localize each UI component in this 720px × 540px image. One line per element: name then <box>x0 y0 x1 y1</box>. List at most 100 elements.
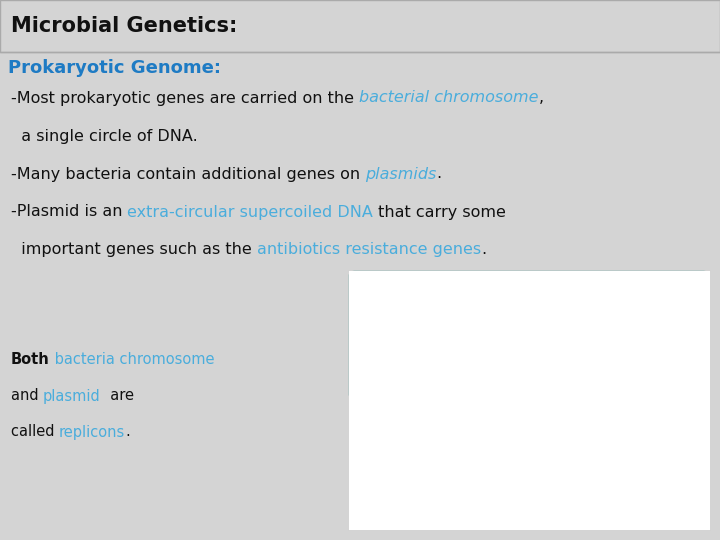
Point <box>426 407 437 415</box>
Point <box>461 509 472 518</box>
Point <box>623 497 634 505</box>
Point <box>581 485 593 494</box>
Point <box>571 507 582 516</box>
Point <box>588 484 599 493</box>
Point <box>582 464 594 472</box>
Point <box>455 450 467 458</box>
Point <box>637 480 649 489</box>
Point <box>397 422 409 430</box>
Point <box>519 490 531 499</box>
Point <box>480 458 491 467</box>
Point <box>535 458 546 467</box>
Point <box>622 443 634 451</box>
Point <box>513 402 524 411</box>
Point <box>455 406 467 414</box>
Point <box>543 504 554 512</box>
Point <box>539 477 551 485</box>
Point <box>588 516 600 525</box>
Point <box>384 434 396 442</box>
Point <box>594 434 606 443</box>
Text: bacterial chromosome: bacterial chromosome <box>359 91 539 105</box>
Point <box>485 430 497 439</box>
Point <box>471 516 482 524</box>
Point <box>567 475 579 484</box>
Text: a single circle of DNA.: a single circle of DNA. <box>11 129 197 144</box>
Point <box>570 489 581 497</box>
Point <box>572 446 584 454</box>
Point <box>544 426 556 434</box>
Point <box>380 459 392 468</box>
Point <box>609 430 621 439</box>
Point <box>518 471 529 480</box>
Point <box>615 515 626 523</box>
Point <box>410 437 422 445</box>
Point <box>550 488 562 497</box>
Point <box>456 446 467 454</box>
Point <box>443 410 454 419</box>
Point <box>544 504 555 513</box>
Point <box>410 457 421 465</box>
Point <box>598 448 609 457</box>
Point <box>465 404 477 413</box>
Point <box>541 421 552 430</box>
Point <box>490 411 501 420</box>
Point <box>422 437 433 445</box>
Point <box>539 496 550 505</box>
Point <box>555 471 567 480</box>
Point <box>480 498 492 507</box>
Point <box>570 456 582 465</box>
Point <box>580 500 591 509</box>
Point <box>475 450 487 458</box>
Point <box>513 491 525 500</box>
Point <box>525 478 536 487</box>
Point <box>503 489 514 497</box>
Point <box>552 485 563 494</box>
Text: Both: Both <box>11 353 50 368</box>
Point <box>484 504 495 513</box>
Point <box>525 500 536 509</box>
Point <box>431 505 443 514</box>
Text: plasmid: plasmid <box>651 296 692 306</box>
Point <box>567 454 579 463</box>
Point <box>492 494 504 503</box>
Point <box>577 459 589 468</box>
Point <box>429 423 441 431</box>
Point <box>647 405 658 414</box>
Point <box>594 488 606 497</box>
Point <box>598 497 610 506</box>
Point <box>478 435 490 444</box>
Point <box>507 414 518 422</box>
Point <box>487 491 498 500</box>
Point <box>537 455 549 464</box>
Point <box>547 500 559 509</box>
Point <box>595 417 606 426</box>
Point <box>505 451 516 460</box>
Point <box>422 469 433 477</box>
Point <box>620 422 631 431</box>
Point <box>498 429 509 437</box>
Point <box>521 447 532 455</box>
Point <box>610 449 621 458</box>
Point <box>549 445 560 454</box>
Point <box>426 430 437 439</box>
Point <box>446 433 458 441</box>
Point <box>490 421 501 429</box>
Point <box>513 476 524 485</box>
Point <box>420 481 432 489</box>
Point <box>585 515 597 523</box>
Point <box>611 409 623 417</box>
Point <box>589 453 600 461</box>
Point <box>467 504 478 512</box>
Point <box>526 485 537 494</box>
Point <box>597 474 608 482</box>
Point <box>519 418 531 427</box>
Point <box>427 471 438 480</box>
Point <box>467 413 478 421</box>
Point <box>403 477 415 485</box>
Point <box>400 448 411 457</box>
Point <box>409 403 420 412</box>
Point <box>495 463 506 471</box>
Point <box>558 407 570 416</box>
Point <box>441 420 452 428</box>
Point <box>624 415 636 424</box>
